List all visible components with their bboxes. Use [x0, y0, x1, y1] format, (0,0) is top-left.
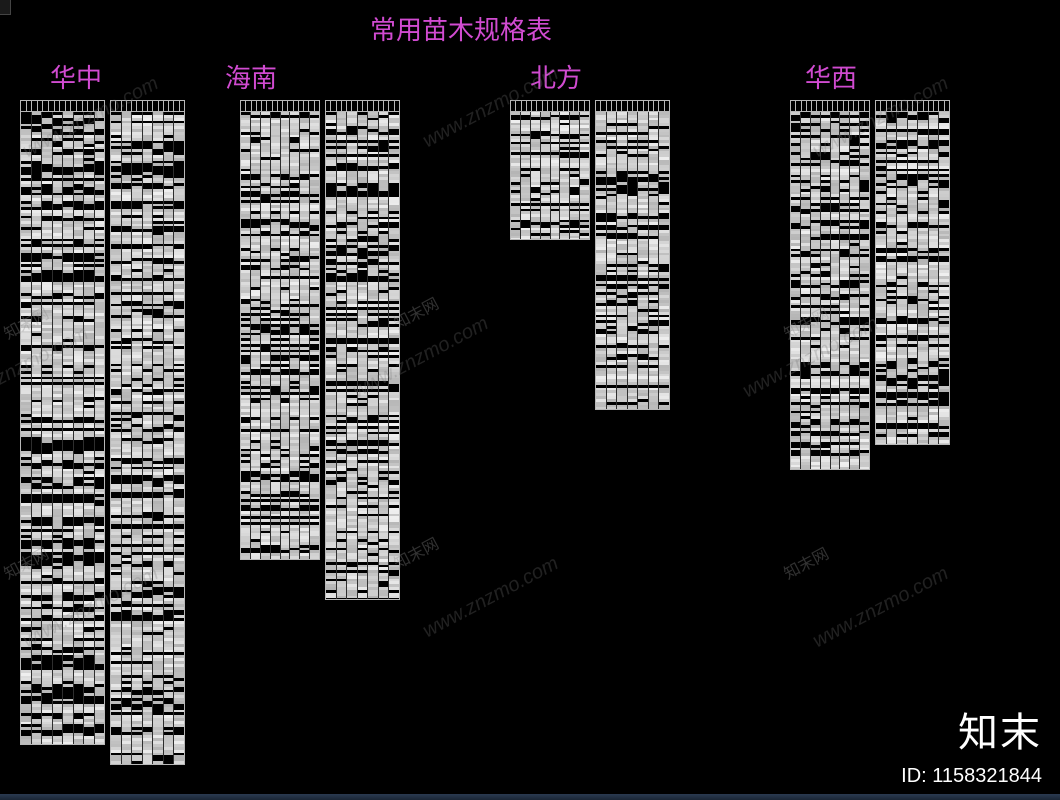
- watermark-url: www.znzmo.com: [419, 552, 562, 643]
- main-title: 常用苗木规格表: [370, 10, 552, 47]
- spec-table-beifang-0[interactable]: [510, 100, 590, 240]
- table-header: [876, 101, 949, 112]
- spec-table-hainan-1[interactable]: [325, 100, 400, 600]
- tab-handle[interactable]: [0, 0, 11, 15]
- spec-table-hainan-0[interactable]: [240, 100, 320, 560]
- asset-id-label: ID: 1158321844: [901, 765, 1042, 788]
- watermark-logo: 知末网: [779, 540, 833, 584]
- table-header: [326, 101, 399, 112]
- spec-table-huaxi-1[interactable]: [875, 100, 950, 445]
- table-body: [21, 112, 104, 744]
- table-body: [511, 112, 589, 239]
- spec-table-huazhong-0[interactable]: [20, 100, 105, 745]
- table-header: [511, 101, 589, 112]
- table-body: [876, 112, 949, 444]
- table-header: [111, 101, 184, 112]
- table-header: [791, 101, 869, 112]
- table-header: [21, 101, 104, 112]
- spec-table-huaxi-0[interactable]: [790, 100, 870, 470]
- region-label-beifang: 北方: [530, 58, 582, 95]
- region-label-hainan: 海南: [225, 58, 277, 95]
- brand-logo-text: 知末: [958, 700, 1042, 758]
- table-body: [326, 112, 399, 599]
- table-body: [111, 112, 184, 764]
- table-body: [241, 112, 319, 559]
- table-body: [596, 112, 669, 409]
- watermark-url: www.znzmo.com: [809, 562, 952, 653]
- region-label-huaxi: 华西: [805, 58, 857, 95]
- table-header: [241, 101, 319, 112]
- taskbar[interactable]: [0, 794, 1060, 800]
- table-header: [596, 101, 669, 112]
- region-label-huazhong: 华中: [50, 58, 102, 95]
- table-body: [791, 112, 869, 469]
- spec-table-beifang-1[interactable]: [595, 100, 670, 410]
- cad-canvas[interactable]: 常用苗木规格表 华中 海南 北方 华西 www.znzmo.com www.znzmo.…: [0, 0, 1060, 800]
- spec-table-huazhong-1[interactable]: [110, 100, 185, 765]
